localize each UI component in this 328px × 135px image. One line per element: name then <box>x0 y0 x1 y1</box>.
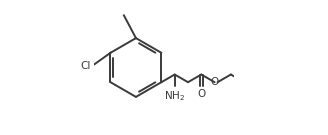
Text: O: O <box>211 77 219 87</box>
Text: NH$_2$: NH$_2$ <box>164 89 185 103</box>
Text: Cl: Cl <box>81 61 91 71</box>
Text: O: O <box>197 89 205 99</box>
